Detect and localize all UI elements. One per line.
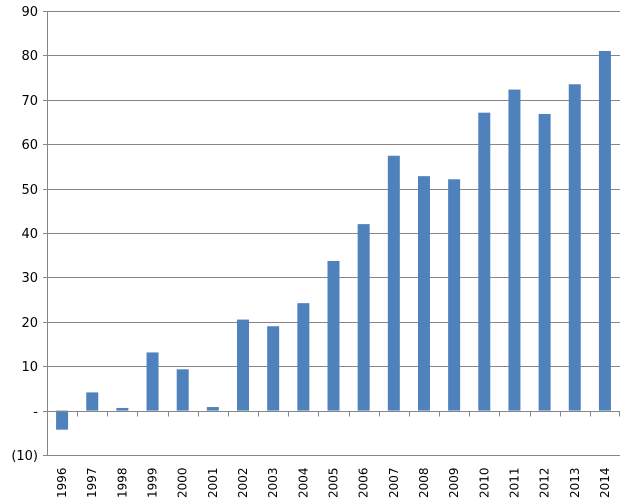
x-tick-label: 2011 <box>507 467 521 498</box>
bar-2003 <box>267 326 280 411</box>
bar-2002 <box>237 319 250 411</box>
x-tick-label: 2007 <box>387 467 401 498</box>
bar-1997 <box>86 392 99 411</box>
x-tick-label: 2003 <box>266 467 280 498</box>
bar-1998 <box>116 407 129 411</box>
bar-2001 <box>206 407 219 411</box>
x-tick-label: 2002 <box>236 467 250 498</box>
x-tick-label: 2012 <box>538 467 552 498</box>
bar-2004 <box>297 303 310 411</box>
axes <box>43 11 620 456</box>
x-tick-label: 2004 <box>296 467 310 498</box>
y-tick-label: 10 <box>21 360 38 375</box>
bar-2013 <box>568 84 581 411</box>
x-tick-label: 2010 <box>477 467 491 498</box>
x-tick-label: 2000 <box>176 467 190 498</box>
y-tick-label: 60 <box>21 138 38 153</box>
x-tick-label: 1998 <box>115 467 129 498</box>
y-tick-label: 40 <box>21 227 38 242</box>
bar-2009 <box>448 179 461 411</box>
y-tick-label: 20 <box>21 316 38 331</box>
x-tick-label: 1996 <box>55 467 69 498</box>
bar-2014 <box>598 50 611 411</box>
x-tick-label: 2009 <box>447 467 461 498</box>
y-tick-label: 80 <box>21 49 38 64</box>
bar-2010 <box>478 112 491 411</box>
bar-2005 <box>327 260 340 411</box>
bar-2000 <box>176 369 189 411</box>
y-tick-label: 70 <box>21 94 38 109</box>
x-tick-label: 2006 <box>357 467 371 498</box>
x-tick-label: 2014 <box>598 467 612 498</box>
y-tick-label: (10) <box>11 449 38 464</box>
bar-2011 <box>508 89 521 411</box>
bar-1996 <box>56 410 69 430</box>
x-tick-label: 1999 <box>146 467 160 498</box>
bar-2012 <box>538 114 551 411</box>
x-tick-label: 2005 <box>327 467 341 498</box>
bars <box>56 50 611 430</box>
bar-1999 <box>146 352 159 411</box>
y-tick-labels: (10) - 10 20 30 40 50 60 70 80 90 <box>11 5 38 464</box>
x-tick-label: 1997 <box>85 467 99 498</box>
bar-2007 <box>387 155 400 411</box>
x-tick-label: 2001 <box>206 467 220 498</box>
y-tick-label: 90 <box>21 5 38 20</box>
y-tick-label: 30 <box>21 271 38 286</box>
y-tick-label: 50 <box>21 183 38 198</box>
y-tick-label: - <box>33 405 38 420</box>
gridlines <box>47 11 620 456</box>
x-tick-label: 2008 <box>417 467 431 498</box>
x-tick-label: 2013 <box>568 467 582 498</box>
bar-2008 <box>417 176 430 411</box>
bar-2006 <box>357 224 370 411</box>
x-tick-labels: 1996 1997 1998 1999 2000 2001 2002 2003 2004 2005… <box>55 467 612 498</box>
